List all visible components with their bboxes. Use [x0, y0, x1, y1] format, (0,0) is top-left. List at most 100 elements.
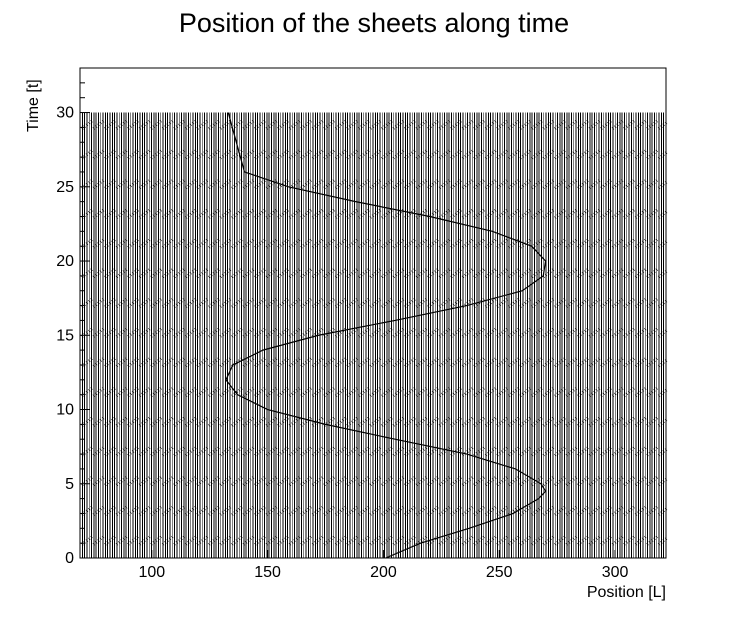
sheet-dash: [489, 509, 492, 513]
sheet-dash: [609, 268, 612, 271]
sheet-dash: [590, 422, 594, 425]
sheet-dash: [327, 361, 331, 364]
sheet-dash: [646, 156, 649, 160]
sheet-dash: [434, 181, 437, 184]
sheet-dash: [401, 238, 405, 242]
sheet-dash: [487, 273, 490, 277]
sheet-dash: [401, 298, 405, 301]
sheet-dash: [265, 245, 269, 249]
sheet-dash: [558, 479, 562, 483]
sheet-dash: [184, 186, 188, 189]
sheet-dash: [141, 155, 144, 158]
sheet-dash: [512, 272, 516, 275]
sheet-dash: [611, 453, 615, 457]
sheet-dash: [466, 450, 469, 453]
sheet-dash: [242, 483, 246, 486]
sheet-dash: [293, 301, 296, 305]
sheet-dash: [357, 186, 361, 189]
sheet-dash: [530, 394, 534, 397]
sheet-dash: [491, 329, 495, 333]
sheet-dash: [272, 507, 276, 511]
sheet-dash: [295, 418, 299, 422]
sheet-dash: [392, 394, 396, 397]
sheet-dash: [274, 179, 278, 182]
sheet-dash: [484, 305, 488, 308]
sheet-dash: [487, 392, 490, 396]
sheet-dash: [281, 242, 285, 245]
sheet-dash: [106, 155, 109, 158]
sheet-dash: [408, 123, 412, 127]
sheet-dash: [272, 418, 276, 422]
sheet-dash: [408, 301, 412, 305]
sheet-dash: [124, 298, 128, 301]
sheet-dash: [337, 244, 340, 247]
sheet-dash: [300, 483, 303, 486]
sheet-dash: [613, 155, 617, 158]
sheet-dash: [143, 242, 146, 245]
sheet-dash: [424, 238, 428, 242]
sheet-dash: [325, 184, 329, 188]
sheet-dash: [443, 153, 446, 156]
sheet-dash: [440, 244, 444, 247]
sheet-dash: [251, 179, 255, 182]
sheet-dash: [410, 507, 414, 511]
sheet-dash: [618, 537, 622, 541]
sheet-dash: [657, 156, 661, 160]
sheet-dash: [540, 209, 543, 212]
sheet-dash: [431, 183, 435, 186]
sheet-dash: [413, 179, 416, 182]
sheet-dash: [357, 127, 361, 130]
sheet-dash: [632, 446, 635, 450]
sheet-dash: [604, 509, 608, 513]
sheet-dash: [115, 424, 119, 427]
sheet-dash: [117, 362, 121, 366]
sheet-dash: [597, 268, 601, 271]
sheet-dash: [440, 452, 444, 455]
sheet-dash: [200, 301, 204, 305]
sheet-dash: [228, 209, 232, 212]
sheet-dash: [175, 392, 179, 396]
sheet-dash: [101, 298, 105, 301]
sheet-dash: [334, 186, 338, 189]
sheet-dash: [320, 506, 324, 509]
sheet-dash: [85, 123, 89, 127]
sheet-dash: [611, 394, 615, 397]
sheet-dash: [572, 478, 576, 481]
sheet-dash: [519, 483, 522, 486]
sheet-dash: [94, 303, 98, 306]
sheet-dash: [542, 542, 546, 546]
sheet-dash: [205, 209, 209, 212]
sheet-dash: [577, 156, 580, 160]
sheet-dash: [461, 335, 465, 338]
sheet-dash: [187, 214, 190, 217]
sheet-dash: [434, 359, 437, 362]
sheet-dash: [244, 184, 248, 188]
sheet-dash: [184, 453, 188, 457]
sheet-dash: [385, 479, 389, 483]
sheet-dash: [244, 244, 248, 247]
sheet-dash: [221, 362, 225, 366]
sheet-dash: [127, 394, 130, 397]
sheet-dash: [348, 155, 352, 158]
sheet-dash: [574, 506, 578, 509]
sheet-dash: [394, 362, 398, 366]
sheet-dash: [83, 511, 86, 514]
sheet-dash: [556, 125, 559, 128]
sheet-dash: [87, 210, 91, 214]
sheet-dash: [182, 417, 186, 420]
sheet-dash: [565, 542, 569, 546]
sheet-dash: [104, 275, 107, 279]
sheet-dash: [533, 184, 536, 188]
sheet-dash: [660, 392, 663, 396]
sheet-dash: [115, 364, 119, 368]
sheet-dash: [517, 357, 520, 361]
sheet-dash: [117, 303, 121, 306]
sheet-dash: [443, 539, 446, 542]
sheet-dash: [311, 186, 315, 189]
sheet-dash: [171, 327, 174, 331]
sheet-dash: [194, 357, 197, 361]
sheet-dash: [380, 245, 384, 249]
sheet-dash: [115, 542, 119, 546]
sheet-dash: [235, 242, 239, 245]
sheet-dash: [484, 335, 488, 338]
